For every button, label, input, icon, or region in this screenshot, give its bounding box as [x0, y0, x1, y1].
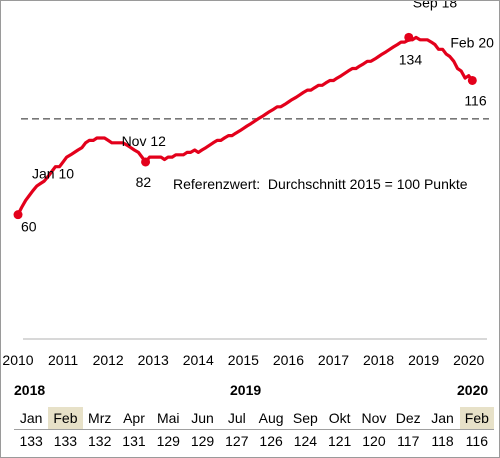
month-cell: Feb [459, 407, 494, 430]
value-cell: 133 [19, 433, 43, 449]
x-tick-label: 2014 [183, 352, 214, 368]
x-tick-label: 2011 [48, 352, 78, 368]
year-header-2019: 2019 [230, 382, 262, 398]
x-tick-label: 2016 [273, 352, 304, 368]
month-cell: Jan [14, 407, 49, 430]
data-point-marker [13, 210, 23, 220]
line-chart: 2010 2011 2012 2013 2014 2015 2016 2017 2018 2019… [2, 1, 494, 368]
x-tick-label: 2020 [453, 352, 484, 368]
series-line [16, 35, 474, 217]
value-cell: 118 [431, 433, 454, 449]
data-point-marker [404, 32, 414, 42]
x-tick-label: 2018 [363, 352, 394, 368]
value-cell: 132 [88, 433, 112, 449]
annotation-label: 116 [464, 92, 487, 108]
value-cell: 124 [293, 433, 318, 449]
value-cell: 133 [53, 433, 78, 449]
month-cell: Mai [151, 407, 186, 430]
reference-label: Referenzwert: Durchschnitt 2015 = 100 Pu… [173, 176, 468, 192]
annotation-label: 82 [136, 174, 152, 190]
value-cell: 129 [190, 433, 215, 449]
year-header-2018: 2018 [14, 382, 46, 398]
annotation-label: Jan 10 [32, 166, 74, 182]
annotation-label: Feb 20 [450, 34, 494, 50]
month-cell: Nov [356, 407, 392, 430]
month-cell: Feb [48, 407, 83, 430]
data-point-marker [141, 157, 151, 167]
x-tick-label: 2010 [2, 352, 33, 368]
annotation-label: 60 [21, 219, 37, 235]
x-tick-label: 2013 [138, 352, 169, 368]
value-cell: 121 [327, 433, 352, 449]
month-row: Jan Feb Mrz Apr Mai Jun Jul Aug Sep Okt Nov Dez Jan F… [14, 407, 494, 430]
month-cell: Okt [322, 407, 357, 430]
x-tick-label: 2012 [93, 352, 124, 368]
month-cell: Dez [391, 407, 426, 430]
annotation-label: Nov 12 [122, 133, 167, 149]
month-cell: Sep [288, 407, 323, 430]
value-cell: 116 [465, 433, 488, 449]
x-tick-label: 2019 [408, 352, 439, 368]
month-cell: Jul [219, 407, 254, 430]
annotation-label: Sep 18 [413, 1, 458, 10]
month-cell: Aug [253, 407, 289, 430]
year-header-2020: 2020 [457, 382, 489, 398]
value-cell: 129 [156, 433, 180, 449]
data-point-marker [467, 75, 477, 85]
value-cell: 126 [259, 433, 283, 449]
month-cell: Jan [425, 407, 460, 430]
annotation-label: 134 [399, 51, 423, 67]
month-cell: Mrz [82, 407, 117, 430]
value-cell: 117 [397, 433, 420, 449]
value-row: 133 133 132 131 129 129 127 126 124 121 120 117 118 1… [14, 430, 494, 453]
value-cell: 131 [122, 433, 146, 449]
month-cell: Apr [116, 407, 152, 430]
month-value-table: Jan Feb Mrz Apr Mai Jun Jul Aug Sep Okt Nov Dez Jan F… [14, 407, 494, 452]
x-tick-label: 2015 [228, 352, 259, 368]
month-cell: Jun [185, 407, 220, 430]
value-cell: 127 [225, 433, 249, 449]
value-cell: 120 [362, 433, 386, 449]
x-tick-label: 2017 [318, 352, 349, 368]
